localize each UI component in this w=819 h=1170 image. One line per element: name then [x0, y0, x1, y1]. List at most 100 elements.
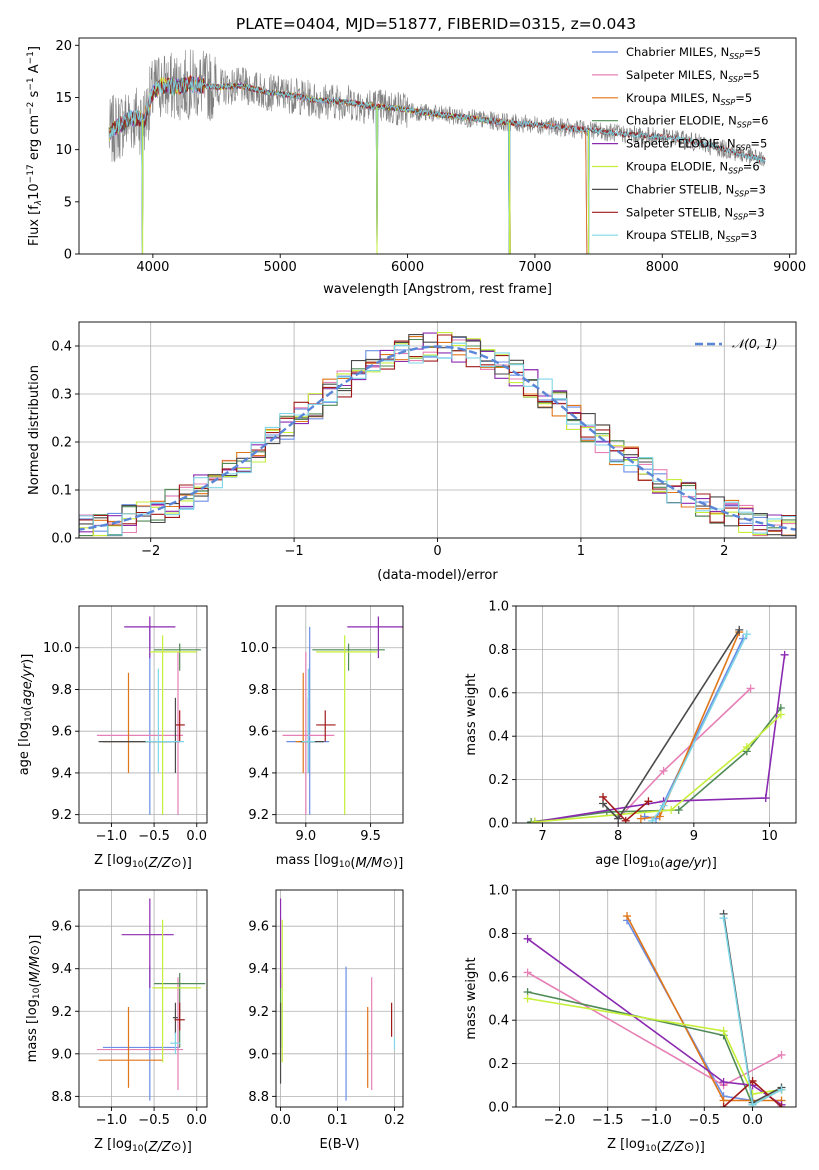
plot-area-age-vs-Z — [79, 606, 207, 823]
axes-residuals: −2 −1 0 1 2 0.0 0.1 0.2 0.3 0.4 𝒩(0, 1) (data-model… — [27, 321, 797, 583]
weight-marker — [614, 814, 623, 823]
weight-marker — [623, 912, 632, 921]
errorbar-kroupa-elodie — [149, 635, 197, 815]
axes-frame — [515, 605, 797, 824]
x-tick-label: −0.5 — [688, 1113, 720, 1128]
y-tick-label: 0.0 — [51, 532, 72, 547]
errorbar-chabrier-stelib — [172, 1002, 178, 1035]
legend-entry: Salpeter MILES, NSSP=5 — [626, 68, 760, 84]
x-tick-label: −1 — [285, 544, 304, 559]
x-tick-label: 2 — [720, 544, 728, 559]
errorbar-kroupa-stelib — [170, 1032, 181, 1054]
errorbar-salpeter-elodie — [347, 616, 403, 659]
x-axis-label: age [log10(age/yr)] — [595, 853, 717, 871]
x-tick-label: −1.0 — [96, 1113, 128, 1128]
weight-series-chabrier-elodie — [523, 987, 786, 1107]
x-tick-label: 9.0 — [295, 829, 316, 844]
plot-area-residuals — [79, 322, 796, 538]
x-tick-label: −0.5 — [138, 829, 170, 844]
weight-series-kroupa-stelib — [648, 630, 751, 823]
weight-marker — [746, 684, 755, 693]
axes-frame — [275, 605, 404, 824]
y-axis-label: Flux [fλ10−17 erg cm−2 s−1 A−1] — [26, 46, 44, 246]
y-tick-label: 0.4 — [488, 1014, 509, 1029]
errorbar-chabrier-elodie — [312, 643, 385, 671]
legend-entry: Chabrier MILES, NSSP=5 — [626, 45, 761, 61]
y-tick-label: 0.2 — [488, 773, 509, 788]
y-tick-label: 8.8 — [248, 1090, 269, 1105]
y-tick-label: 0.0 — [488, 1101, 509, 1116]
y-tick-label: 9.6 — [248, 920, 269, 935]
weight-marker — [748, 1089, 757, 1098]
y-tick-label: 9.6 — [248, 725, 269, 740]
weight-series-chabrier-stelib — [599, 625, 744, 823]
weight-series-salpeter-miles — [523, 968, 786, 1090]
weight-marker — [523, 994, 532, 1003]
y-tick-label: 0.4 — [51, 340, 72, 355]
y-tick-label: 9.4 — [248, 962, 269, 977]
x-tick-label: 1 — [577, 544, 585, 559]
weight-series-salpeter-elodie — [530, 650, 789, 823]
weight-marker — [777, 1103, 786, 1107]
x-axis-label: Z [log10(Z/Z⊙)] — [94, 853, 192, 871]
weight-series-kroupa-stelib — [719, 914, 786, 1107]
y-tick-label: 10 — [55, 143, 72, 158]
errorbar-chabrier-miles — [102, 626, 180, 815]
y-tick-label: 0.0 — [488, 817, 509, 832]
figure-title: PLATE=0404, MJD=51877, FIBERID=0315, z=0… — [236, 15, 636, 33]
weight-marker — [777, 1085, 786, 1094]
axes-frame — [78, 37, 797, 255]
x-tick-label: 0.2 — [384, 1113, 405, 1128]
errorbar-kroupa-miles — [102, 672, 167, 773]
plot-area-spectrum — [108, 49, 766, 254]
errorbar-kroupa-miles — [295, 672, 314, 773]
weight-marker — [742, 743, 751, 752]
plot-area-age-vs-mass — [276, 606, 403, 823]
y-tick-label: 0.4 — [488, 730, 509, 745]
y-tick-label: 0.8 — [488, 927, 509, 942]
weight-marker — [735, 625, 744, 634]
weight-marker — [523, 968, 532, 977]
legend-entry: Kroupa STELIB, NSSP=3 — [626, 228, 757, 244]
weight-marker — [719, 1027, 728, 1036]
weight-marker — [530, 817, 539, 823]
weight-marker — [761, 794, 770, 803]
legend-gaussian-label: 𝒩(0, 1) — [732, 336, 778, 351]
weight-series-salpeter-miles — [614, 684, 755, 823]
y-tick-label: 9.0 — [51, 1047, 72, 1062]
x-tick-label: −1.0 — [96, 829, 128, 844]
x-tick-label: −1.0 — [640, 1113, 672, 1128]
x-axis-label: Z [log10(Z/Z⊙)] — [607, 1137, 705, 1155]
x-axis-label: wavelength [Angstrom, rest frame] — [323, 282, 552, 297]
axes-frame — [78, 889, 208, 1108]
weight-series-salpeter-elodie — [523, 934, 786, 1107]
x-tick-label: −1.5 — [592, 1113, 624, 1128]
weight-series-kroupa-elodie — [530, 710, 785, 823]
y-tick-label: 9.2 — [248, 808, 269, 823]
legend-entry: Chabrier ELODIE, NSSP=6 — [626, 114, 768, 130]
errorbar-salpeter-elodie — [121, 898, 174, 988]
weight-series-salpeter-stelib — [719, 1076, 786, 1107]
y-tick-label: 10.0 — [43, 641, 72, 656]
weight-marker — [667, 805, 676, 814]
weight-series-salpeter-stelib — [599, 792, 653, 823]
model-spectrum-chabrier-elodie — [109, 76, 511, 254]
y-tick-label: 0 — [64, 248, 72, 263]
legend-spectrum: Chabrier MILES, NSSP=5 Salpeter MILES, NS… — [592, 45, 768, 244]
y-tick-label: 15 — [55, 91, 72, 106]
weight-marker — [719, 914, 728, 923]
weight-line — [530, 707, 782, 823]
weight-series-kroupa-miles — [636, 628, 744, 823]
plot-area-weight-vs-Z — [516, 890, 796, 1107]
weight-marker — [748, 1076, 757, 1085]
weight-line — [534, 713, 782, 823]
weight-marker — [780, 650, 789, 659]
x-axis-label: E(B-V) — [319, 1137, 359, 1152]
y-tick-label: 20 — [55, 39, 72, 54]
x-axis-label: mass [log10(M/M⊙)] — [276, 853, 404, 871]
y-tick-label: 9.8 — [51, 683, 72, 698]
axes-weight-vs-age: 7 8 9 10 0.0 0.2 0.4 0.6 0.8 1.0 age [log10(age/yr… — [464, 600, 797, 871]
y-tick-label: 9.4 — [248, 766, 269, 781]
x-tick-label: 9.5 — [360, 829, 381, 844]
